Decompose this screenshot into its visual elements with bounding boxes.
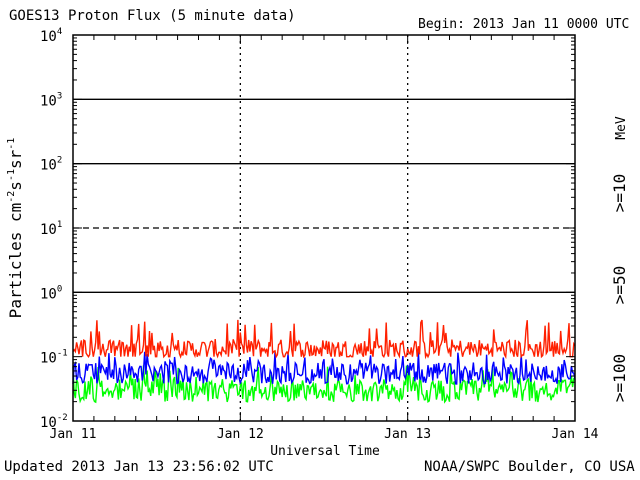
y-tick-base: 10 xyxy=(40,29,57,45)
y-tick-base: 10 xyxy=(40,415,57,431)
y-tick-base: 10 xyxy=(40,286,57,302)
chart-title: GOES13 Proton Flux (5 minute data) xyxy=(9,8,296,24)
y-axis-label: Particles cm-2s-1sr-1 xyxy=(6,138,25,319)
y-tick-base: 10 xyxy=(40,158,57,174)
series-line-0 xyxy=(72,319,576,360)
x-tick-label: Jan 14 xyxy=(552,427,599,442)
grid-layer xyxy=(73,35,575,421)
legend-entry-ge50: >=50 xyxy=(610,266,629,305)
legend-entry-ge10: >=10 xyxy=(610,174,629,213)
y-tick-label: 101 xyxy=(40,220,62,238)
series-layer xyxy=(72,319,576,404)
y-tick-label: 102 xyxy=(40,156,62,174)
x-tick-label: Jan 11 xyxy=(50,427,97,442)
y-tick-exponent: 1 xyxy=(57,220,62,230)
ylabel-base: Particles cm xyxy=(6,203,25,319)
y-tick-base: 10 xyxy=(40,351,57,367)
ylabel-mid2: sr xyxy=(6,149,25,169)
series-line-1 xyxy=(72,351,576,385)
y-tick-label: 103 xyxy=(40,91,62,109)
y-tick-exponent: 0 xyxy=(57,284,62,294)
y-tick-label: 10-1 xyxy=(40,349,68,367)
begin-time-label: Begin: 2013 Jan 11 0000 UTC xyxy=(418,17,630,32)
y-tick-exponent: -1 xyxy=(57,349,68,359)
y-tick-label: 104 xyxy=(40,27,62,45)
ylabel-exp1: -2 xyxy=(6,191,17,203)
updated-timestamp: Updated 2013 Jan 13 23:56:02 UTC xyxy=(4,459,274,475)
x-axis-label: Universal Time xyxy=(270,444,380,459)
ticks-layer xyxy=(72,34,576,422)
series-line-2 xyxy=(72,365,576,404)
x-tick-label: Jan 12 xyxy=(217,427,264,442)
ylabel-mid1: s xyxy=(6,181,25,191)
legend-unit: MeV xyxy=(614,116,629,140)
y-tick-exponent: 3 xyxy=(57,91,62,101)
y-tick-label: 100 xyxy=(40,284,62,302)
ylabel-exp3: -1 xyxy=(6,138,17,150)
x-tick-label: Jan 13 xyxy=(384,427,431,442)
y-tick-exponent: 4 xyxy=(57,27,62,37)
ylabel-exp2: -1 xyxy=(6,169,17,181)
credit-label: NOAA/SWPC Boulder, CO USA xyxy=(424,459,635,475)
legend-entry-ge100: >=100 xyxy=(610,354,629,402)
y-tick-exponent: -2 xyxy=(57,413,68,423)
svg-text:Particles cm-2s-1sr-1: Particles cm-2s-1sr-1 xyxy=(6,138,25,319)
y-tick-label: 10-2 xyxy=(40,413,68,431)
y-tick-base: 10 xyxy=(40,93,57,109)
y-tick-exponent: 2 xyxy=(57,156,62,166)
y-tick-base: 10 xyxy=(40,222,57,238)
